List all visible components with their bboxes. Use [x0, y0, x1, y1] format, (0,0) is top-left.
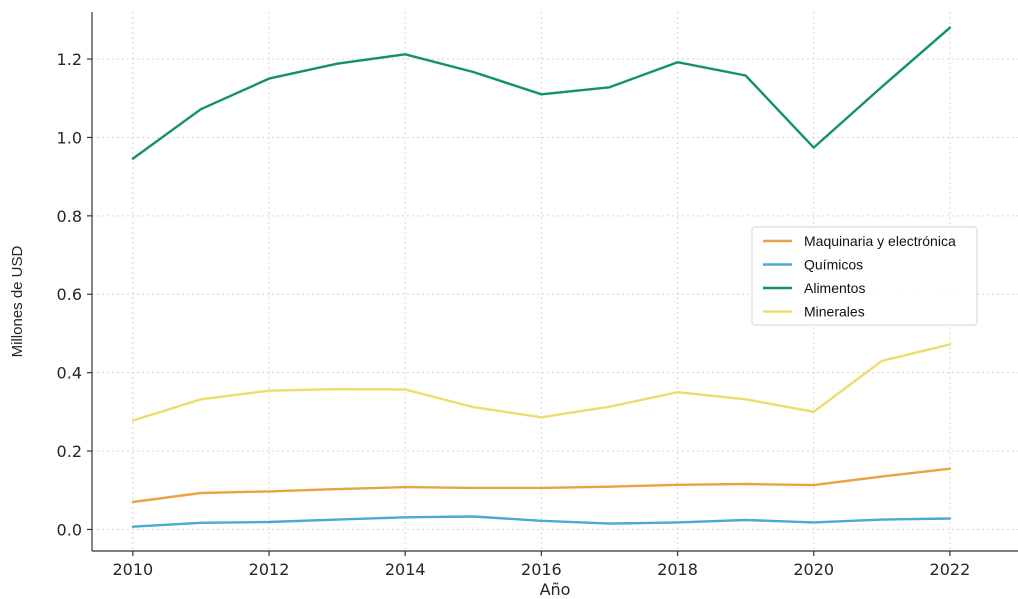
- legend-label: Alimentos: [804, 280, 865, 296]
- series-layer: [131, 26, 952, 528]
- y-tick-label: 0.0: [57, 520, 82, 539]
- y-tick-label: 0.8: [57, 207, 82, 226]
- y-tick-label: 0.4: [57, 364, 82, 383]
- x-tick-label: 2014: [385, 560, 426, 579]
- series-line-2: [131, 515, 952, 528]
- legend-label: Maquinaria y electrónica: [804, 233, 956, 249]
- y-tick-label: 0.6: [57, 285, 82, 304]
- legend-label: Químicos: [804, 257, 863, 273]
- legend: Maquinaria y electrónica Químicos Alimento…: [751, 226, 978, 326]
- series-line-4: [131, 343, 952, 422]
- y-axis-label: Millones de USD: [9, 245, 26, 357]
- x-tick-label: 2022: [930, 560, 971, 579]
- x-tick-label: 2018: [657, 560, 698, 579]
- x-tick-label: 2016: [521, 560, 562, 579]
- y-tick-label: 1.2: [57, 50, 82, 69]
- series-line-3: [131, 26, 952, 160]
- x-axis-label: Año: [540, 580, 571, 599]
- axis-layer: [91, 12, 1018, 552]
- legend-box: [751, 226, 978, 326]
- x-tick-label: 2010: [112, 560, 153, 579]
- y-tick-label: 1.0: [57, 128, 82, 147]
- tick-layer: 2010 2012 2014 2016 2018 2020 2022 0.0 0.2 0.4 0.6…: [57, 50, 971, 579]
- series-line-1: [131, 467, 952, 504]
- x-tick-label: 2020: [793, 560, 834, 579]
- legend-label: Minerales: [804, 304, 865, 320]
- x-tick-label: 2012: [249, 560, 290, 579]
- y-tick-label: 0.2: [57, 442, 82, 461]
